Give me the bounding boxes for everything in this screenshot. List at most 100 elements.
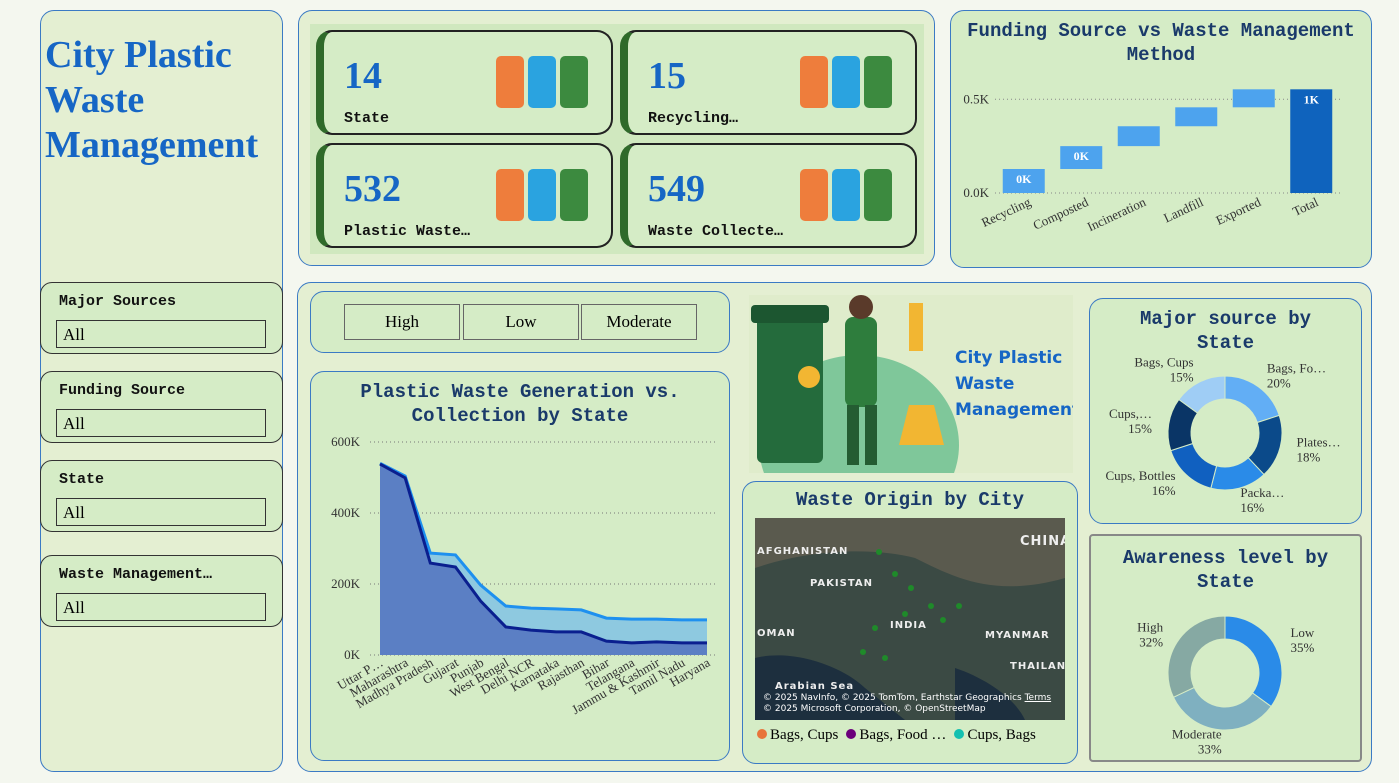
slice-label: High (1137, 619, 1164, 634)
bar (1175, 107, 1218, 127)
y-tick-label: 600K (331, 434, 361, 449)
data-label: 0K (1074, 149, 1090, 163)
map-place: Arabian Sea (775, 681, 855, 692)
kpi-card: 532 Plastic Waste… (316, 143, 613, 248)
slice-value: 32% (1139, 634, 1163, 649)
legend-dot (757, 729, 767, 739)
kpi-label: Plastic Waste… (344, 223, 471, 240)
legend-label: Cups, Bags (967, 727, 1036, 743)
map-place: AFGHANISTAN (757, 546, 849, 557)
page-title: City Plastic Waste Management (45, 34, 259, 166)
slicer[interactable]: Waste Management… All (40, 555, 283, 627)
slice-label: Low (1290, 625, 1314, 640)
slice-value: 15% (1170, 370, 1194, 385)
kpi-label: Recycling… (648, 110, 739, 127)
y-tick-label: 0.5K (963, 91, 989, 106)
terms-link[interactable]: Terms (1024, 693, 1052, 703)
map-title: Waste Origin by City (795, 489, 1025, 511)
attribution: © 2025 NavInfo, © 2025 TomTom, Earthstar… (763, 693, 1022, 703)
bin-icons (800, 54, 895, 115)
slicer[interactable]: Funding Source All (40, 371, 283, 443)
slice-label: Bags, Fo… (1267, 360, 1326, 375)
bin (528, 169, 556, 221)
map-legend: Bags, Cups Bags, Food … Cups, Bags (757, 727, 1036, 744)
filter-button[interactable]: Moderate (581, 304, 697, 340)
bin (496, 169, 524, 221)
map-place: INDIA (890, 620, 927, 631)
button-panel (310, 291, 730, 353)
map-place: CHINA (1020, 534, 1065, 549)
kpi-label: Waste Collecte… (648, 223, 784, 240)
bar (1290, 89, 1333, 193)
donut-slice (1167, 615, 1226, 698)
slice-value: 18% (1297, 449, 1321, 464)
slice-value: 16% (1240, 500, 1264, 515)
chart-title: Major source by State (1139, 308, 1312, 354)
chart-title: Funding Source vs Waste Management Metho… (967, 20, 1355, 66)
bin (832, 56, 860, 108)
map-place: PAKISTAN (810, 578, 873, 589)
kpi-card: 14 State (316, 30, 613, 135)
illustration-art (751, 295, 959, 473)
kpi-value: 15 (648, 55, 686, 97)
filter-button[interactable]: Low (463, 304, 579, 340)
donut-slice (1178, 375, 1226, 414)
illustration-title: City Plastic Waste Management (955, 348, 1073, 420)
bin (864, 56, 892, 108)
attribution: © 2025 Microsoft Corporation, © OpenStre… (763, 704, 986, 714)
filter-button[interactable]: High (344, 304, 460, 340)
map[interactable]: AFGHANISTAN PAKISTAN CHINA INDIA OMAN MYANMAR… (755, 518, 1065, 720)
chart-title: Plastic Waste Generation vs. Collection … (360, 381, 680, 427)
area (380, 464, 707, 655)
bar (1232, 89, 1275, 108)
illustration: City Plastic Waste Management (749, 295, 1073, 473)
slice-value: 15% (1128, 421, 1152, 436)
bin-icons (800, 167, 895, 228)
legend-label: Bags, Food … (859, 727, 947, 743)
slicer[interactable]: State All (40, 460, 283, 532)
donut-slice (1224, 615, 1283, 708)
bin (832, 169, 860, 221)
x-tick-label: Exported (1213, 194, 1263, 228)
slice-value: 16% (1152, 483, 1176, 498)
line (379, 461, 707, 622)
slicer-value[interactable]: All (56, 498, 266, 526)
line (379, 462, 707, 645)
slice-label: Plates… (1297, 434, 1341, 449)
slicer-label: Major Sources (59, 293, 177, 310)
kpi-card: 15 Recycling… (620, 30, 917, 135)
slice-label: Bags, Cups (1134, 355, 1193, 370)
slicer-value[interactable]: All (56, 409, 266, 437)
bins-art (800, 169, 892, 221)
bins-art (496, 169, 588, 221)
slice-value: 33% (1198, 742, 1222, 757)
y-tick-label: 0K (344, 647, 361, 662)
slice-value: 20% (1267, 375, 1291, 390)
y-tick-label: 0.0K (963, 185, 989, 200)
bin (800, 56, 828, 108)
donut-slice (1170, 442, 1218, 489)
slicer-label: Funding Source (59, 382, 186, 399)
legend-dot (954, 729, 965, 739)
map-place: MYANMAR (985, 630, 1050, 641)
slicer[interactable]: Major Sources All (40, 282, 283, 354)
bar (1060, 146, 1103, 169)
kpi-value: 14 (344, 55, 382, 97)
bin (800, 169, 828, 221)
bin-icons (496, 54, 591, 115)
kpi-card: 549 Waste Collecte… (620, 143, 917, 248)
map-attribution: © 2025 NavInfo, © 2025 TomTom, Earthstar… (763, 693, 1051, 715)
slicer-value[interactable]: All (56, 593, 266, 621)
bin-icons (496, 167, 591, 228)
x-tick-label: Composted (1030, 194, 1090, 233)
y-tick-label: 400K (331, 505, 361, 520)
slice-value: 35% (1290, 640, 1314, 655)
map-art (755, 518, 1065, 720)
map-place: OMAN (757, 628, 796, 639)
slicer-value[interactable]: All (56, 320, 266, 348)
slicer-label: State (59, 471, 105, 488)
bar (1117, 126, 1160, 147)
slice-label: Cups,… (1109, 406, 1152, 421)
